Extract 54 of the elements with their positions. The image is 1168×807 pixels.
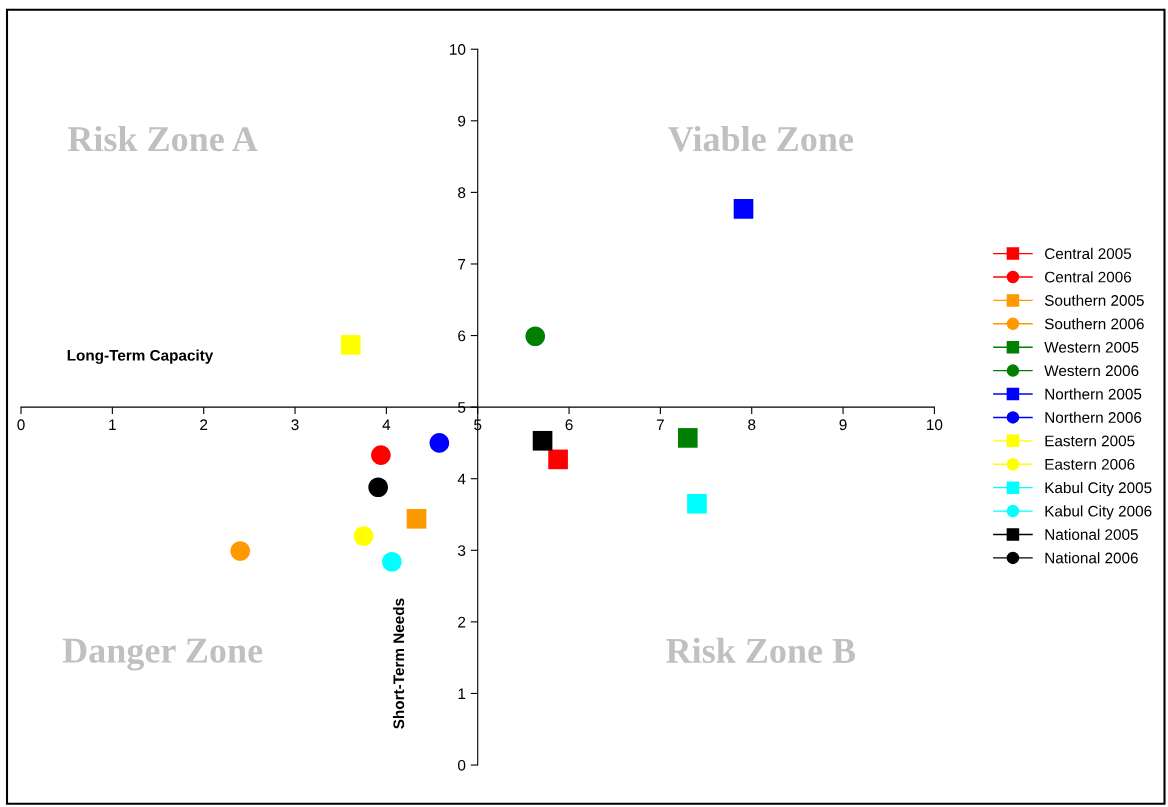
point	[733, 199, 754, 219]
x-tick-label: 6	[565, 419, 573, 431]
x-tick-label: 1	[109, 419, 116, 431]
annotation: Risk Zone B	[666, 637, 856, 664]
x-tick-label: 9	[839, 419, 847, 431]
point	[548, 449, 568, 470]
legend-label: Eastern 2005	[1045, 435, 1135, 447]
legend-label: Western 2005	[1044, 341, 1139, 353]
legend-label: National 2005	[1045, 528, 1138, 540]
legend-label: Northern 2006	[1045, 411, 1142, 423]
annotation: Viable Zone	[668, 125, 854, 152]
point	[525, 326, 546, 347]
point	[687, 493, 707, 514]
annotation: Risk Zone A	[67, 125, 258, 152]
x-tick-label: 2	[200, 419, 208, 431]
point	[406, 508, 427, 529]
legend-label: Northern 2005	[1045, 388, 1142, 400]
annotation: Danger Zone	[62, 638, 263, 671]
point	[371, 445, 391, 465]
point	[340, 335, 361, 355]
x-tick-label: 7	[656, 419, 664, 431]
legend-label: National 2006	[1045, 552, 1138, 564]
y-tick-label: 10	[450, 44, 466, 55]
point	[677, 428, 698, 448]
legend-label: Kabul City 2005	[1045, 481, 1152, 497]
x-tick-label: 4	[382, 419, 391, 431]
point	[429, 433, 450, 453]
legend-label: Kabul City 2006	[1045, 505, 1152, 520]
legend-label: Southern 2006	[1044, 318, 1144, 330]
y-tick-label: 8	[458, 187, 466, 199]
point	[532, 430, 553, 451]
legend-label: Western 2006	[1044, 365, 1139, 377]
y-tick-label: 4	[457, 473, 466, 485]
legend-label: Southern 2005	[1044, 294, 1144, 306]
x-tick-label: 0	[17, 419, 25, 431]
y-tick-label: 6	[458, 330, 466, 342]
x-tick-label: 10	[927, 419, 943, 431]
legend-label: Central 2006	[1045, 271, 1132, 283]
y-axis-title: Short-Term Needs	[392, 598, 405, 729]
x-tick-label: 8	[748, 419, 756, 431]
y-tick-label: 1	[458, 688, 466, 699]
y-tick-label: 9	[458, 115, 466, 127]
x-axis-title: Long-Term Capacity	[67, 349, 214, 364]
point	[368, 477, 388, 498]
y-tick-label: 3	[457, 545, 466, 556]
point	[353, 526, 374, 546]
y-tick-label: 2	[458, 616, 466, 628]
legend-label: Central 2005	[1045, 247, 1132, 260]
point	[230, 541, 251, 561]
y-tick-label: 0	[458, 759, 466, 771]
y-tick-label: 7	[458, 258, 466, 270]
legend-label: Eastern 2006	[1045, 458, 1135, 470]
x-tick-label: 3	[291, 419, 299, 431]
point	[382, 551, 402, 572]
